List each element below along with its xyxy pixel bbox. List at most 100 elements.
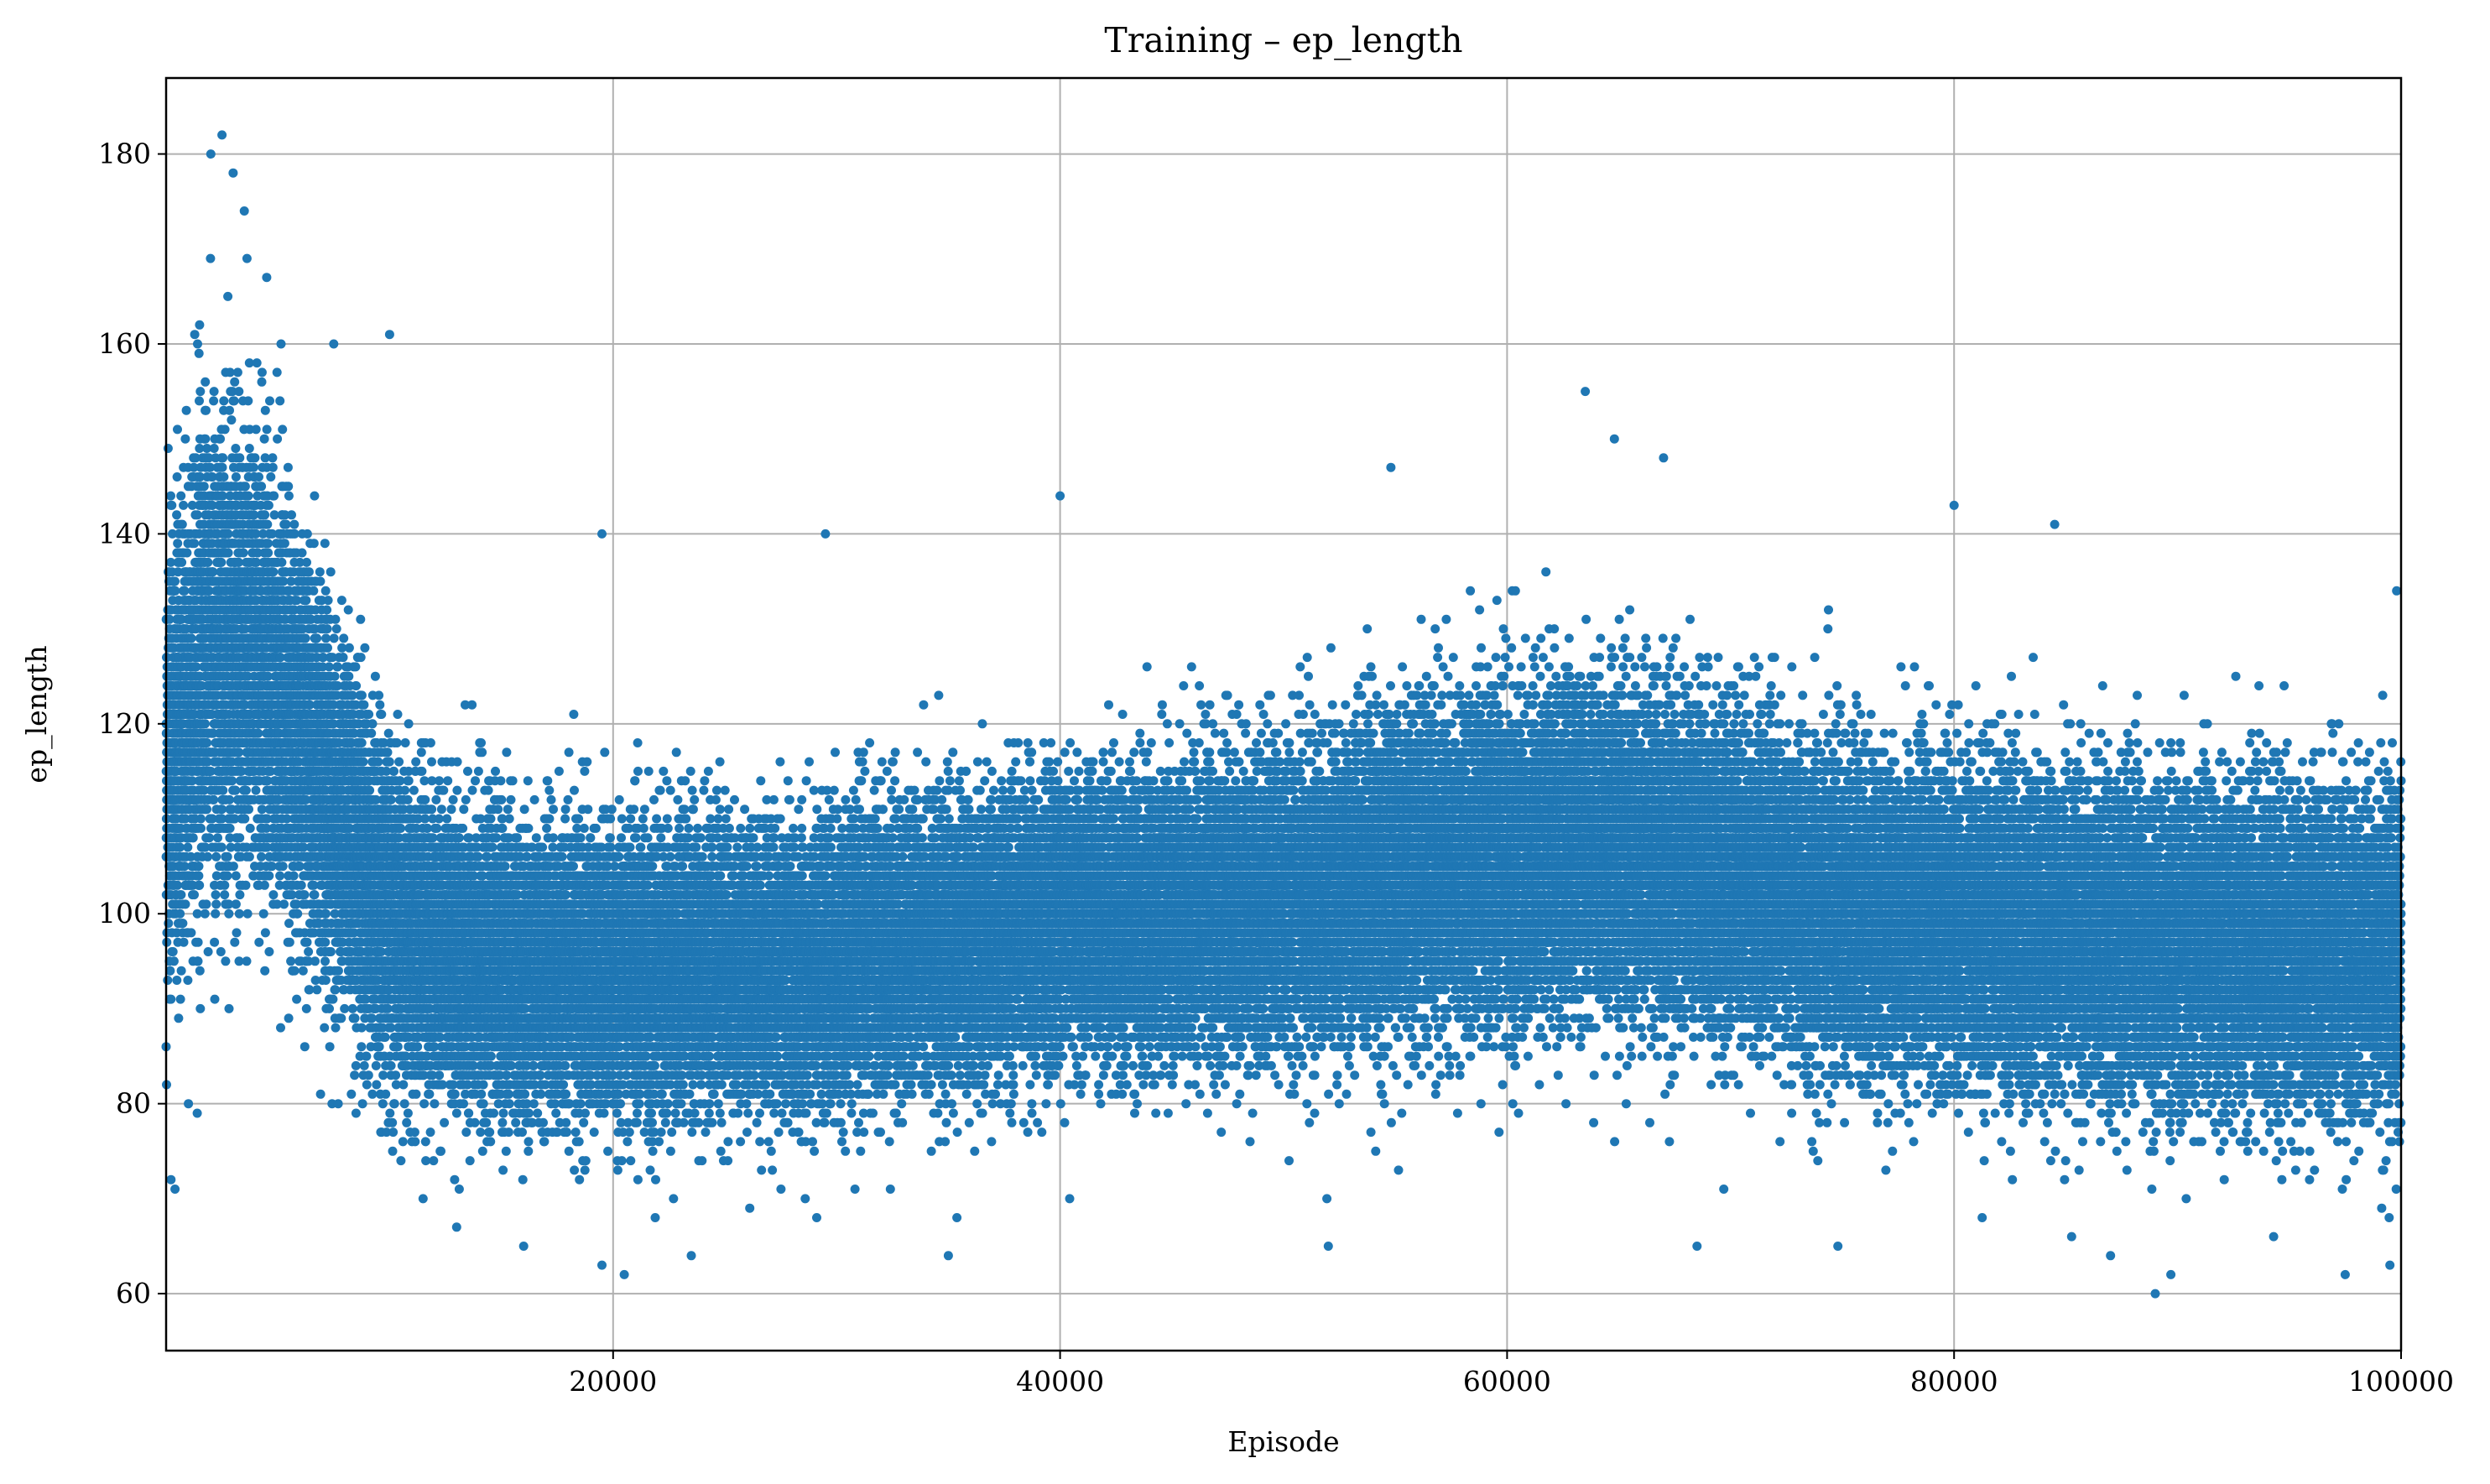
data-point: [169, 956, 179, 966]
data-point: [187, 633, 196, 643]
data-point: [177, 558, 186, 567]
data-point: [242, 881, 251, 890]
data-point: [166, 492, 175, 501]
data-point: [205, 833, 214, 842]
data-point: [260, 510, 269, 519]
data-point: [211, 890, 221, 899]
data-point: [201, 909, 210, 919]
data-point: [201, 378, 210, 387]
data-point: [180, 938, 189, 947]
data-point: [232, 899, 241, 909]
data-point: [169, 947, 178, 956]
data-point: [190, 890, 199, 899]
data-point: [170, 586, 180, 596]
data-point: [257, 482, 266, 491]
data-point: [217, 843, 227, 852]
data-point: [220, 890, 229, 899]
data-point: [218, 453, 227, 462]
data-point: [224, 549, 233, 558]
data-point: [177, 966, 186, 976]
data-point: [173, 539, 182, 548]
data-point: [261, 928, 270, 937]
data-point: [219, 472, 228, 482]
data-point: [243, 396, 253, 405]
data-point: [225, 795, 234, 804]
data-point: [209, 795, 218, 804]
data-point: [176, 995, 185, 1004]
data-point: [174, 1013, 183, 1023]
data-point: [229, 862, 238, 871]
data-point: [164, 444, 173, 453]
data-point: [173, 472, 182, 482]
data-point: [223, 872, 232, 881]
data-point: [196, 815, 206, 824]
data-point: [194, 938, 203, 947]
data-point: [186, 928, 195, 937]
data-point: [172, 976, 181, 985]
data-point: [243, 909, 253, 919]
data-point: [180, 586, 190, 596]
data-point: [235, 833, 244, 842]
data-point: [211, 899, 221, 909]
data-point: [195, 396, 204, 405]
data-point: [244, 492, 253, 501]
data-point: [213, 833, 222, 842]
data-point: [226, 824, 235, 833]
data-point: [200, 482, 209, 491]
data-point: [167, 501, 176, 510]
data-point: [195, 320, 204, 330]
data-point: [210, 387, 219, 396]
data-point: [257, 852, 266, 862]
data-point: [221, 424, 230, 434]
data-point: [223, 852, 232, 862]
data-point: [211, 995, 220, 1004]
data-point: [244, 804, 253, 814]
data-point: [259, 909, 268, 919]
data-point: [210, 444, 219, 453]
data-point: [183, 976, 192, 985]
data-point: [179, 501, 188, 510]
data-point: [261, 406, 270, 415]
data-point: [253, 729, 263, 738]
data-point: [178, 520, 187, 529]
data-point: [219, 396, 228, 405]
data-point: [220, 881, 229, 890]
data-point: [235, 890, 244, 899]
data-point: [170, 577, 180, 586]
data-point: [232, 472, 241, 482]
data-point: [232, 872, 241, 881]
data-point: [176, 890, 185, 899]
data-point: [195, 387, 205, 396]
data-point: [260, 881, 269, 890]
data-point: [239, 549, 248, 558]
data-point: [245, 852, 254, 862]
data-point: [193, 510, 202, 519]
data-point: [193, 1109, 202, 1118]
data-point: [201, 719, 210, 728]
data-point: [172, 510, 181, 519]
data-point: [253, 358, 262, 367]
data-point: [216, 558, 226, 567]
data-point: [231, 444, 240, 453]
data-point: [211, 852, 221, 862]
data-point: [225, 406, 234, 415]
data-point: [252, 424, 261, 434]
data-point: [246, 824, 255, 833]
data-point: [241, 482, 250, 491]
data-point: [216, 947, 226, 956]
data-point: [173, 424, 182, 434]
data-point: [196, 824, 206, 833]
data-point: [170, 1185, 180, 1194]
data-point: [240, 815, 249, 824]
data-point: [203, 558, 212, 567]
data-point: [242, 254, 252, 263]
data-point: [182, 406, 191, 415]
data-point: [234, 387, 243, 396]
data-point: [182, 549, 191, 558]
data-point: [193, 340, 202, 349]
data-point: [166, 1175, 175, 1185]
data-point: [202, 899, 211, 909]
data-point: [203, 852, 212, 862]
data-point: [181, 899, 190, 909]
